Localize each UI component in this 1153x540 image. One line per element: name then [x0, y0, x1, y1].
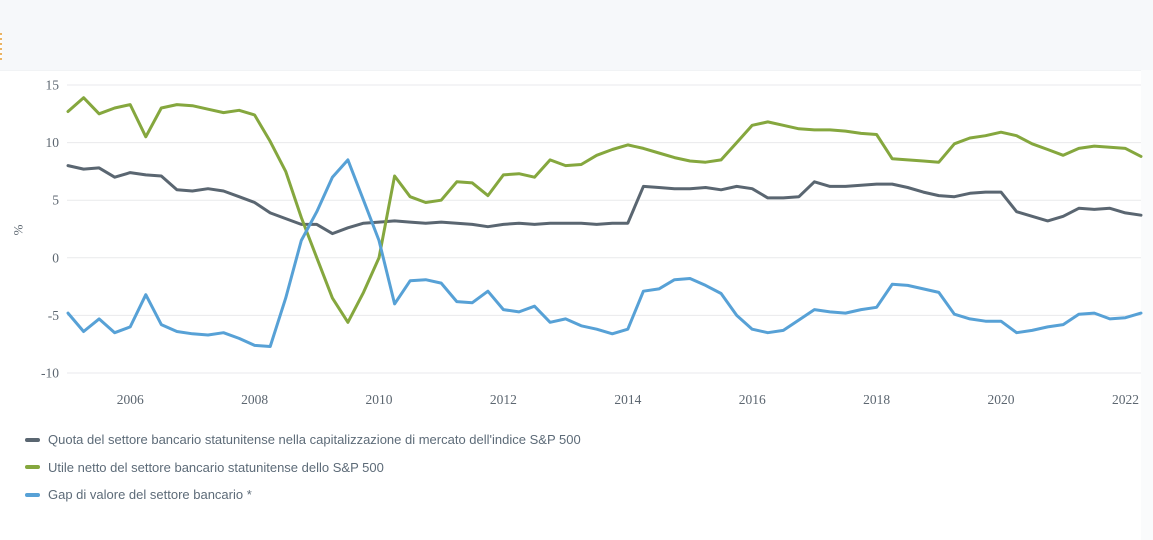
x-tick-label: 2018 [863, 392, 890, 407]
header-band [0, 0, 1153, 71]
data-series-lines [66, 96, 1143, 348]
x-tick-label: 2014 [614, 392, 641, 407]
x-tick-label: 2022 [1112, 392, 1139, 407]
y-axis-label: % [10, 224, 26, 236]
legend-label-quota: Quota del settore bancario statunitense … [48, 432, 581, 448]
x-tick-label: 2010 [366, 392, 393, 407]
clipped-logo-fragment [0, 33, 2, 60]
x-tick-label: 2006 [117, 392, 144, 407]
legend-item-quota-settore-bancario[interactable]: Quota del settore bancario statunitense … [25, 426, 581, 454]
legend-item-utile-netto[interactable]: Utile netto del settore bancario statuni… [25, 454, 581, 482]
series-line-quota-settore-bancario [66, 164, 1143, 236]
y-tick-label: 15 [46, 78, 60, 93]
y-axis-tick-labels: 15 10 5 0 -5 -10 [41, 78, 59, 381]
legend-label-utile-netto: Utile netto del settore bancario statuni… [48, 459, 384, 475]
legend-label-gap: Gap di valore del settore bancario * [48, 487, 252, 503]
y-tick-label: -10 [41, 366, 59, 381]
series-line-gap-di-valore [66, 158, 1143, 348]
legend-swatch-utile-netto [25, 465, 40, 470]
x-tick-label: 2012 [490, 392, 517, 407]
y-tick-label: -5 [48, 308, 59, 323]
series-line-utile-netto-settore-bancario [66, 96, 1143, 324]
x-tick-label: 2020 [988, 392, 1015, 407]
right-gutter [1141, 70, 1153, 540]
legend-swatch-gap [25, 492, 40, 497]
x-tick-label: 2008 [241, 392, 268, 407]
y-tick-label: 10 [46, 135, 60, 150]
legend: Quota del settore bancario statunitense … [25, 426, 581, 509]
legend-item-gap-di-valore[interactable]: Gap di valore del settore bancario * [25, 481, 581, 509]
x-axis-tick-labels: 2006 2008 2010 2012 2014 2016 2018 2020 2022 [117, 392, 1139, 407]
y-tick-label: 5 [52, 193, 59, 208]
y-tick-label: 0 [52, 250, 59, 265]
x-tick-label: 2016 [739, 392, 766, 407]
legend-swatch-quota [25, 437, 40, 442]
